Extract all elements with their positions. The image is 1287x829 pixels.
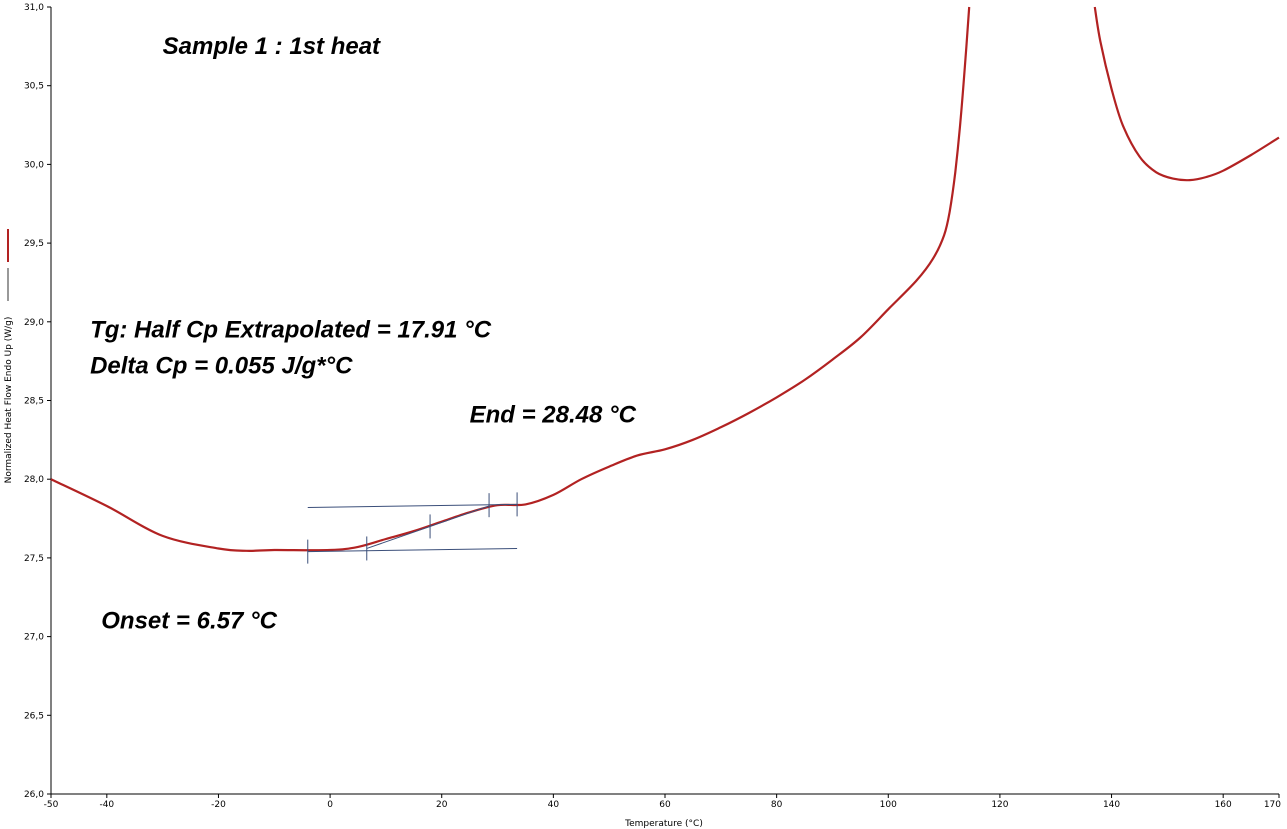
y-tick-label: 26,0 (24, 790, 44, 800)
y-tick-label: 26,5 (24, 711, 44, 721)
annotation-text: End = 28.48 °C (470, 402, 637, 429)
annotation-text: Tg: Half Cp Extrapolated = 17.91 °C (90, 317, 492, 344)
y-tick-label: 28,5 (24, 397, 44, 407)
y-tick-label: 29,5 (24, 239, 44, 249)
baseline-tangent-line (366, 505, 490, 549)
annotations: Sample 1 : 1st heat Tg: Half Cp Extrapola… (90, 33, 637, 635)
y-axis-title: Normalized Heat Flow Endo Up (W/g) (4, 317, 14, 484)
x-tick-label: 140 (1103, 800, 1120, 810)
annotation-text: Delta Cp = 0.055 J/g*°C (90, 353, 353, 380)
y-tick-label: 27,0 (24, 633, 44, 643)
series-group (50, 6, 1280, 552)
x-tick-label: 120 (991, 800, 1008, 810)
axes (50, 7, 1279, 795)
heat-flow-curve-2 (1093, 6, 1280, 182)
y-tick-label: 31,0 (24, 3, 44, 13)
annotation-text: Onset = 6.57 °C (101, 608, 277, 635)
baseline-tangent-line (307, 503, 518, 509)
x-tick-label: 160 (1215, 800, 1232, 810)
y-tick-label: 28,0 (24, 475, 44, 485)
y-tick-label: 30,0 (24, 160, 44, 170)
baseline-tangent-line (307, 547, 518, 553)
x-ticks: -50 -40 -20 0 20 40 60 80 100 120 140 160 170 (44, 794, 1281, 810)
x-tick-label: 60 (659, 800, 671, 810)
x-tick-label: 20 (436, 800, 448, 810)
x-tick-label: -20 (211, 800, 226, 810)
y-tick-label: 30,5 (24, 82, 44, 92)
x-tick-label: 0 (327, 800, 333, 810)
x-tick-label: 170 (1264, 800, 1281, 810)
x-tick-label: -40 (99, 800, 114, 810)
x-tick-label: 80 (771, 800, 783, 810)
x-tick-label: -50 (44, 800, 59, 810)
y-tick-label: 29,0 (24, 318, 44, 328)
y-ticks: 26,0 26,5 27,0 27,5 28,0 28,5 29,0 29,5 30,0 30,5… (24, 3, 51, 800)
x-tick-label: 40 (548, 800, 560, 810)
x-tick-label: 100 (880, 800, 897, 810)
heat-flow-curve-1 (50, 6, 971, 552)
y-tick-label: 27,5 (24, 554, 44, 564)
annotation-text: Sample 1 : 1st heat (163, 33, 381, 60)
x-axis-title: Temperature (°C) (624, 819, 703, 829)
tg-analysis-group (307, 492, 518, 564)
